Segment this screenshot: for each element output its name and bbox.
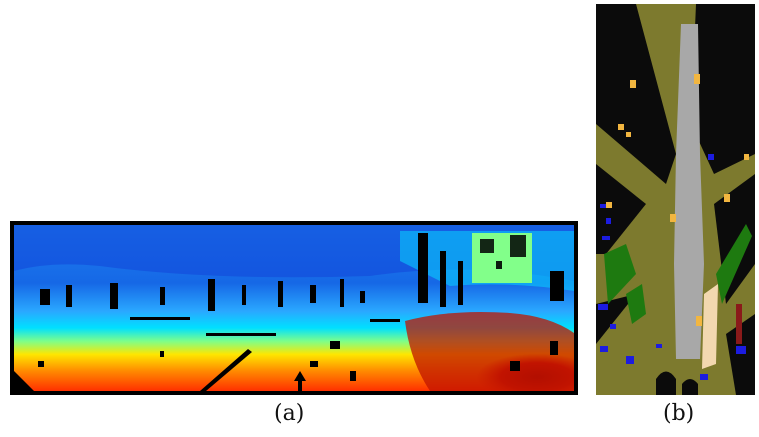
arrow-marker-icon (294, 371, 306, 391)
object-specks (598, 154, 746, 380)
road-crack (200, 349, 252, 391)
caption-b: (b) (663, 401, 695, 426)
depth-image-panel (10, 221, 578, 395)
vegetation-regions (604, 224, 752, 324)
semantic-map-panel (596, 4, 755, 395)
road-region (674, 24, 704, 359)
wall-region (736, 304, 742, 344)
depth-image (10, 221, 578, 395)
sidewalk-region (702, 284, 718, 369)
pole-specks (606, 74, 749, 326)
caption-a: (a) (274, 401, 305, 426)
depth-holes (38, 233, 564, 381)
semantic-map (596, 4, 755, 395)
